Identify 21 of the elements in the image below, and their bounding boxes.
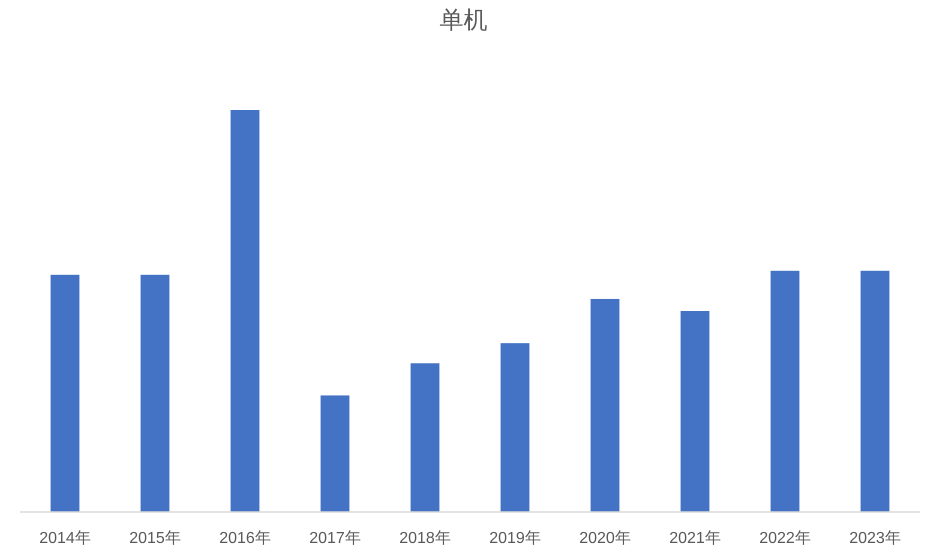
bar [230, 110, 260, 512]
bar [770, 270, 800, 512]
x-tick-label: 2023年 [849, 530, 901, 547]
x-tick-label: 2022年 [759, 530, 811, 547]
bar [410, 363, 440, 512]
bar [140, 274, 170, 512]
x-tick-label: 2016年 [219, 530, 271, 547]
x-tick-label: 2018年 [399, 530, 451, 547]
x-tick-label: 2019年 [489, 530, 541, 547]
bar [860, 270, 890, 512]
bar [320, 395, 350, 512]
x-tick-label: 2021年 [669, 530, 721, 547]
x-tick-label: 2014年 [39, 530, 91, 547]
bar [680, 311, 710, 512]
x-tick-label: 2017年 [309, 530, 361, 547]
bar [500, 343, 530, 512]
chart-title: 单机 [440, 7, 488, 34]
x-tick-label: 2020年 [579, 530, 631, 547]
bar [50, 274, 80, 512]
x-tick-label: 2015年 [129, 530, 181, 547]
bar [590, 298, 620, 512]
